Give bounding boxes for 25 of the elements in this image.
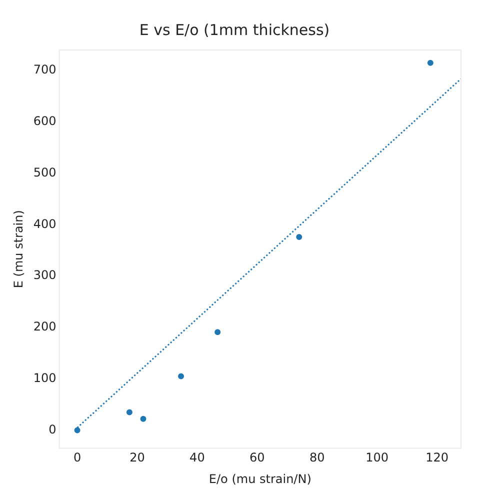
x-tick-label: 20	[130, 450, 145, 465]
x-tick-label: 0	[73, 450, 82, 465]
point	[74, 427, 80, 434]
y-tick-label: 300	[33, 268, 56, 282]
y-tick-label: 700	[33, 62, 56, 77]
x-tick-label: 40	[190, 450, 205, 465]
x-tick-label: 60	[250, 450, 265, 465]
y-tick-label: 0	[48, 422, 56, 436]
x-axis-title: E/o (mu strain/N)	[208, 472, 312, 486]
chart-title: E vs E/o (1mm thickness)	[139, 20, 330, 39]
point	[140, 416, 146, 422]
point	[427, 60, 434, 66]
y-tick-label: 400	[33, 216, 56, 231]
y-tick-label: 200	[33, 320, 56, 334]
x-tick-label: 120	[426, 450, 448, 465]
y-tick-label: 500	[33, 165, 56, 180]
point	[214, 329, 221, 336]
point	[126, 409, 132, 416]
y-tick-label: 600	[33, 114, 56, 128]
y-axis-title: E (mu strain)	[11, 210, 26, 288]
x-tick-label: 100	[366, 450, 389, 465]
point	[178, 373, 184, 380]
x-tick-label: 80	[309, 450, 325, 465]
point	[296, 234, 302, 240]
y-tick-label: 100	[33, 370, 56, 385]
